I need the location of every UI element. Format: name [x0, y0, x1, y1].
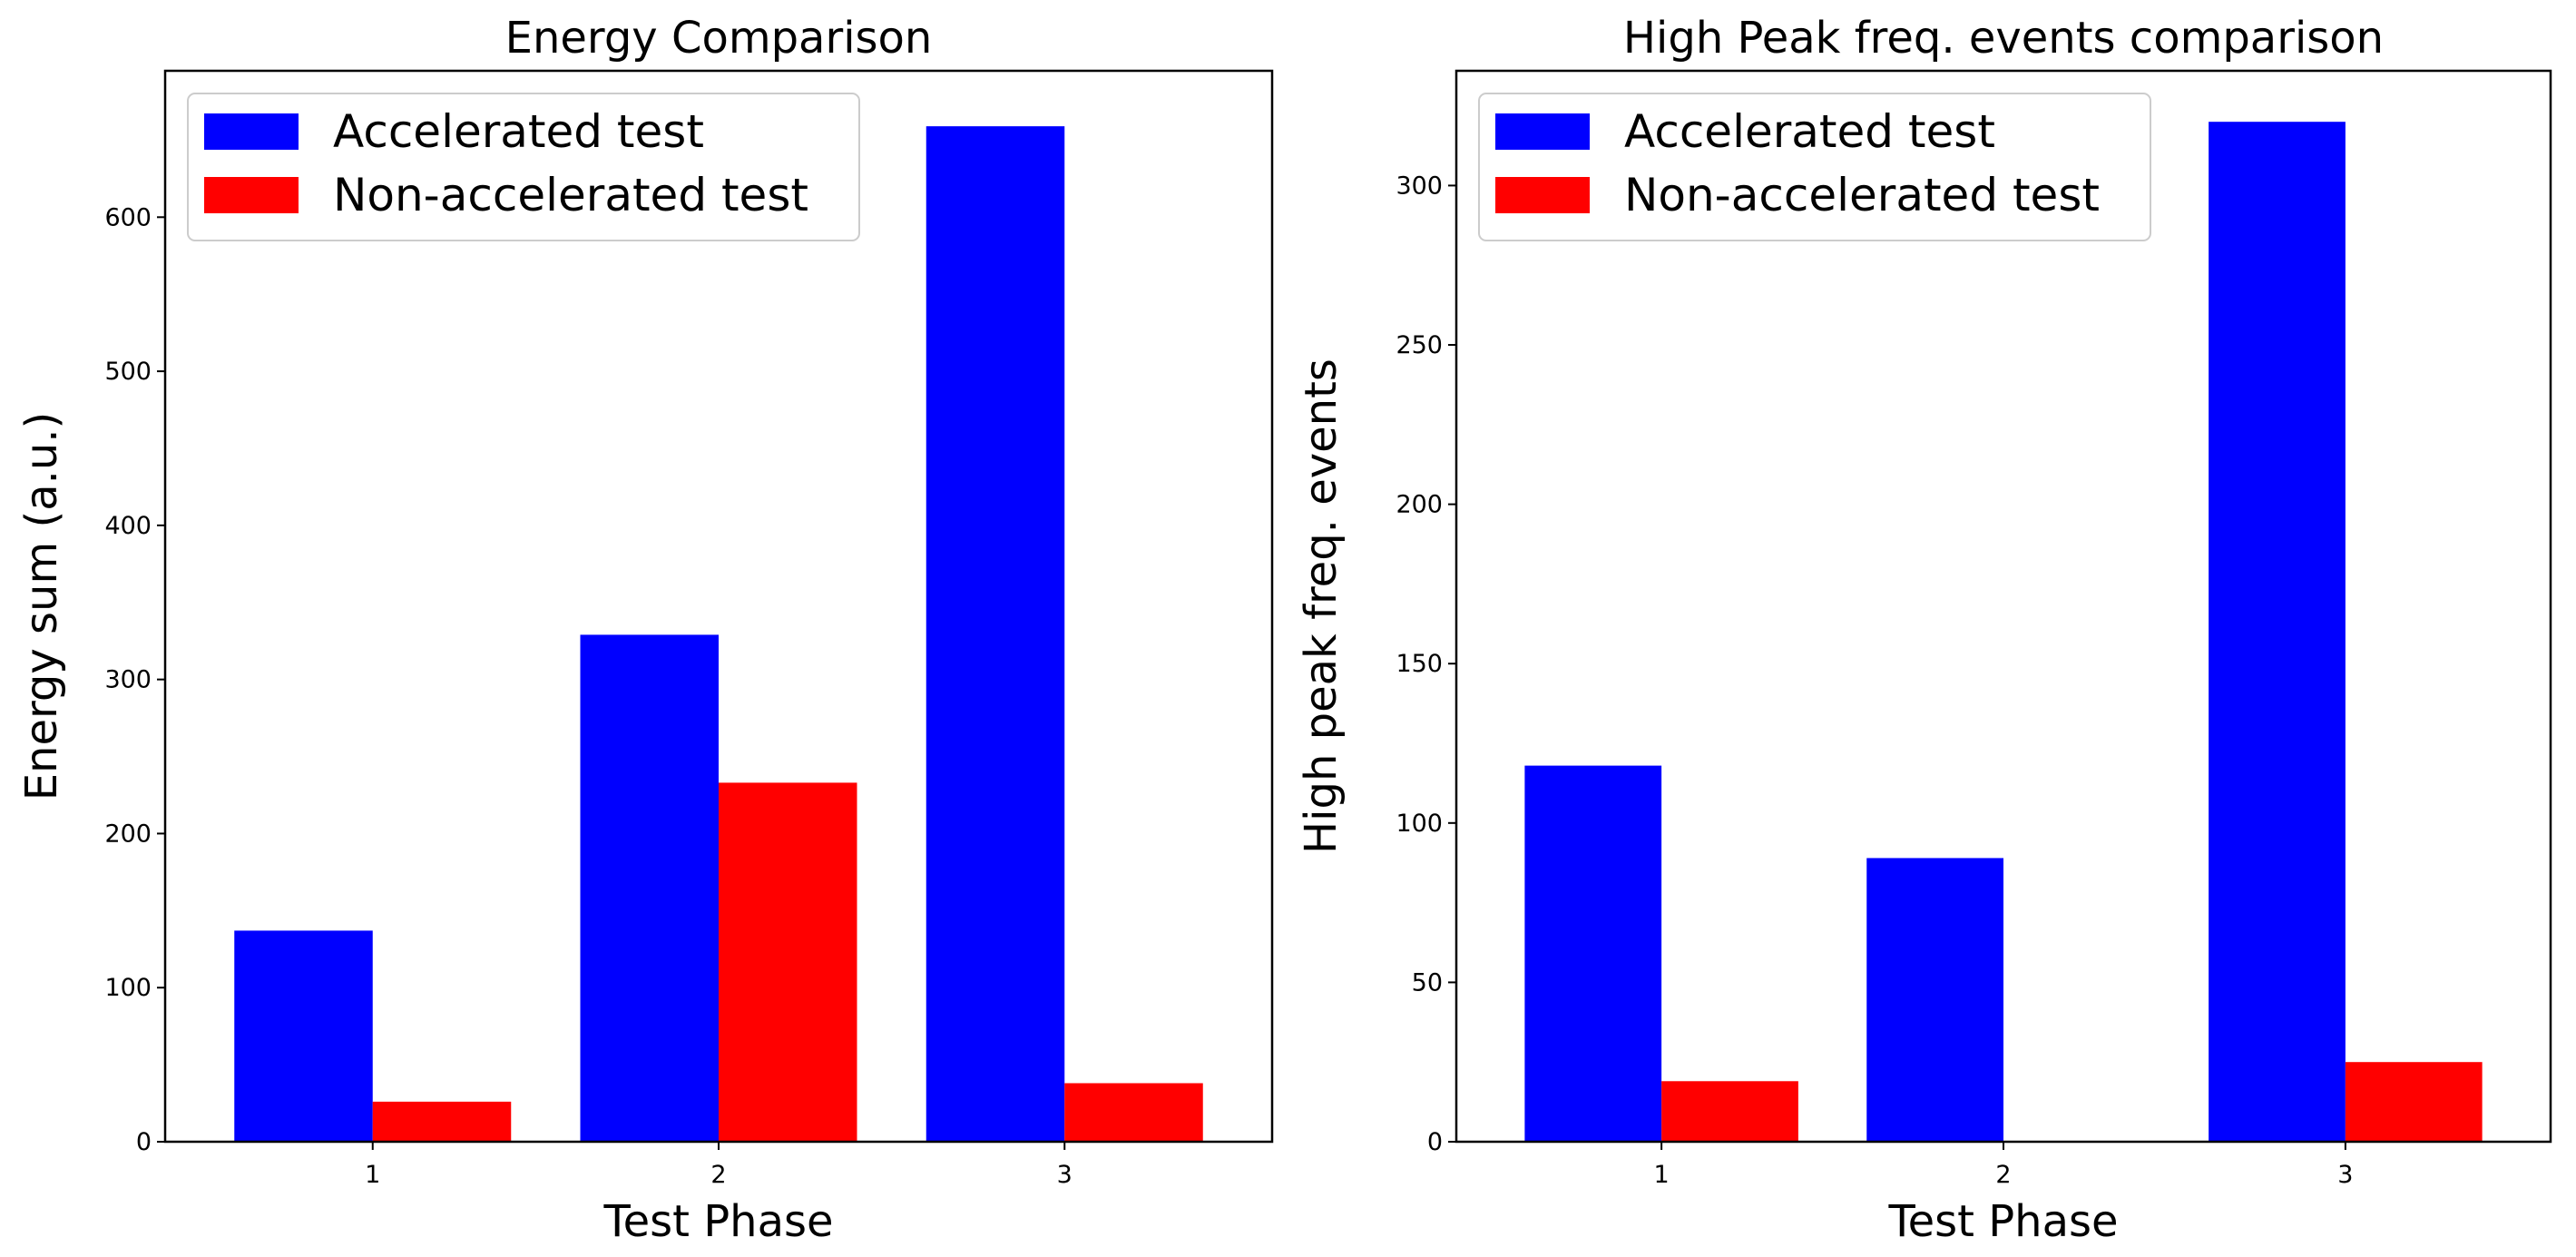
x-tick-label: 2	[1995, 1161, 2011, 1189]
legend-label-accelerated: Accelerated test	[333, 105, 704, 158]
y-tick-label: 500	[104, 358, 152, 386]
bar-accelerated-phase-2	[1866, 858, 2003, 1142]
legend-swatch-non-accelerated	[1495, 177, 1590, 213]
legend-frame	[1478, 93, 2151, 241]
bar-accelerated-phase-2	[580, 634, 719, 1142]
x-tick-label: 3	[2337, 1161, 2353, 1189]
y-tick-label: 300	[104, 666, 152, 694]
bar-accelerated-phase-3	[926, 126, 1065, 1142]
y-tick-label: 50	[1412, 968, 1443, 997]
bar-accelerated-phase-1	[234, 930, 373, 1142]
x-tick-label: 2	[710, 1161, 726, 1189]
bar-accelerated-phase-3	[2209, 122, 2346, 1143]
chart-title: Energy Comparison	[505, 13, 933, 64]
legend-frame	[187, 93, 860, 241]
y-tick-label: 300	[1396, 172, 1443, 200]
chart-panel-2: High Peak freq. events comparison 0 50 100 1…	[1296, 13, 2552, 1247]
y-tick-label: 100	[104, 974, 152, 1002]
x-tick-label: 1	[1654, 1161, 1670, 1189]
legend-swatch-accelerated	[204, 113, 299, 150]
y-tick-label: 100	[1396, 810, 1443, 838]
legend: Accelerated test Non-accelerated test	[1478, 93, 2151, 241]
bar-non-accelerated-phase-2	[719, 782, 857, 1142]
bar-accelerated-phase-1	[1524, 765, 1662, 1142]
chart-title: High Peak freq. events comparison	[1623, 13, 2384, 64]
y-axis-label: Energy sum (a.u.)	[16, 412, 67, 801]
y-axis-label: High peak freq. events	[1296, 358, 1347, 854]
y-tick-label: 150	[1396, 650, 1443, 678]
x-tick-label: 1	[365, 1161, 380, 1189]
legend-swatch-non-accelerated	[204, 177, 299, 213]
bar-non-accelerated-phase-3	[2345, 1062, 2483, 1142]
y-tick-label: 600	[104, 203, 152, 231]
legend-swatch-accelerated	[1495, 113, 1590, 150]
x-tick-label: 3	[1057, 1161, 1073, 1189]
legend: Accelerated test Non-accelerated test	[187, 93, 860, 241]
y-tick-label: 0	[1427, 1128, 1443, 1156]
x-axis-label: Test Phase	[602, 1196, 833, 1247]
bar-non-accelerated-phase-1	[372, 1101, 512, 1142]
y-tick-label: 400	[104, 512, 152, 540]
bar-non-accelerated-phase-3	[1064, 1083, 1203, 1142]
y-tick-label: 0	[136, 1128, 152, 1156]
y-tick-label: 200	[1396, 491, 1443, 519]
y-tick-label: 200	[104, 820, 152, 848]
bar-non-accelerated-phase-1	[1661, 1081, 1798, 1142]
x-axis-label: Test Phase	[1887, 1196, 2118, 1247]
chart-panel-1: Energy Comparison 0 100 200 300 400 500 600 1 2 3 T…	[16, 13, 1274, 1247]
legend-label-non-accelerated: Non-accelerated test	[333, 169, 808, 221]
y-tick-label: 250	[1396, 331, 1443, 359]
legend-label-accelerated: Accelerated test	[1624, 105, 1995, 158]
legend-label-non-accelerated: Non-accelerated test	[1624, 169, 2100, 221]
